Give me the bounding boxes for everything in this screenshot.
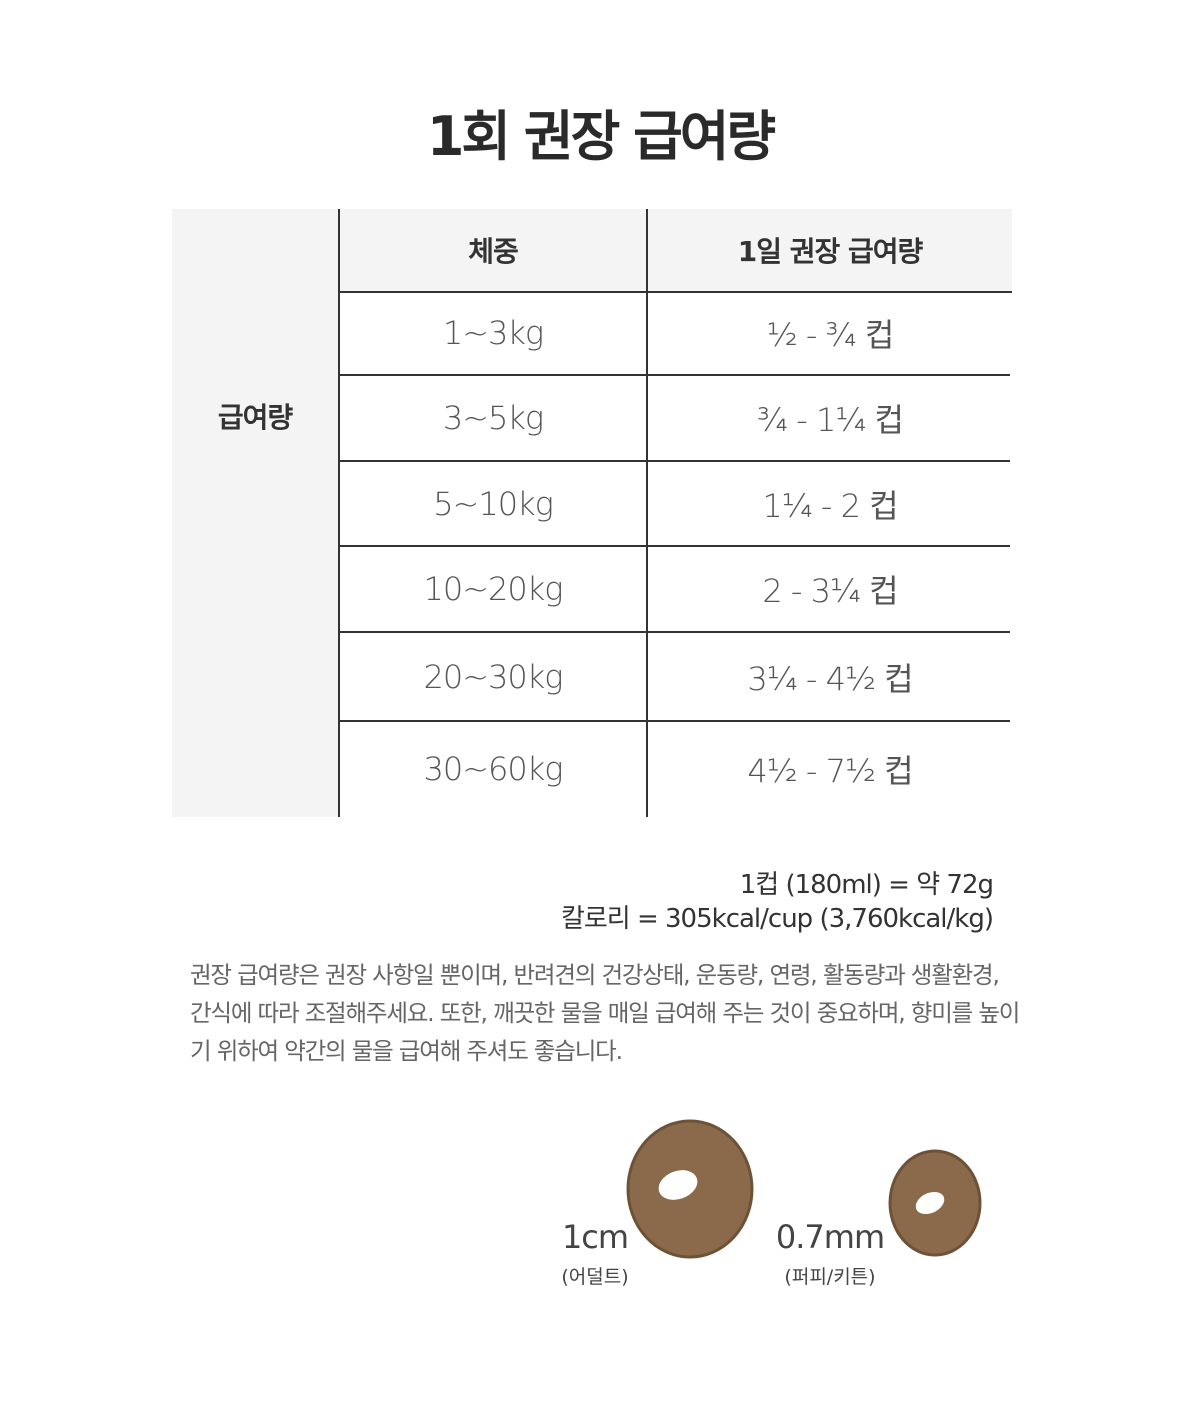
adult-kibble-image: [626, 1119, 754, 1259]
row-divider: [340, 545, 1010, 547]
amount-cell: 2 - 3¼ 컵: [762, 572, 898, 610]
adult-kibble-caption: 1cm (어덜트): [530, 1218, 660, 1289]
header-daily-amount: 1일 권장 급여량: [737, 235, 924, 268]
weight-cell: 10~20kg: [423, 570, 564, 608]
divider: [646, 209, 648, 817]
row-divider: [340, 720, 1010, 722]
row-divider: [340, 460, 1010, 462]
row-divider: [340, 374, 1010, 376]
feeding-table: 체중 1일 권장 급여량 급여량 1~3kg ½ - ¾ 컵 3~5kg ¾ - 1¼…: [172, 209, 1012, 817]
puppy-kibble-size: 0.7mm: [775, 1218, 885, 1256]
divider: [338, 209, 340, 817]
weight-cell: 30~60kg: [423, 750, 564, 788]
header-weight: 체중: [468, 235, 519, 268]
puppy-kibble-image: [888, 1149, 982, 1257]
calorie-note: 칼로리 = 305kcal/cup (3,760kcal/kg): [560, 904, 994, 934]
row-group-label: 급여량: [217, 401, 293, 434]
puppy-kibble-label: (퍼피/키튼): [784, 1266, 876, 1288]
page-title: 1회 권장 급여량: [426, 105, 776, 168]
amount-cell: ½ - ¾ 컵: [766, 316, 895, 354]
table-header: [172, 209, 1012, 293]
feeding-description: 권장 급여량은 권장 사항일 뿐이며, 반려견의 건강상태, 운동량, 연령, …: [190, 961, 1020, 1065]
amount-cell: 3¼ - 4½ 컵: [747, 659, 913, 698]
weight-cell: 3~5kg: [442, 399, 544, 437]
weight-cell: 1~3kg: [442, 314, 544, 352]
adult-kibble-label: (어덜트): [561, 1266, 629, 1288]
row-divider: [340, 631, 1010, 633]
weight-cell: 5~10kg: [433, 484, 554, 523]
puppy-kibble-caption: 0.7mm (퍼피/키튼): [760, 1218, 900, 1289]
adult-kibble-size: 1cm: [561, 1218, 629, 1256]
row-group-cell: [172, 291, 339, 817]
amount-cell: 1¼ - 2 컵: [762, 486, 898, 525]
amount-cell: ¾ - 1¼ 컵: [757, 401, 904, 439]
cup-note: 1컵 (180ml) = 약 72g: [739, 870, 994, 900]
weight-cell: 20~30kg: [423, 657, 564, 696]
amount-cell: 4½ - 7½ 컵: [747, 752, 913, 790]
